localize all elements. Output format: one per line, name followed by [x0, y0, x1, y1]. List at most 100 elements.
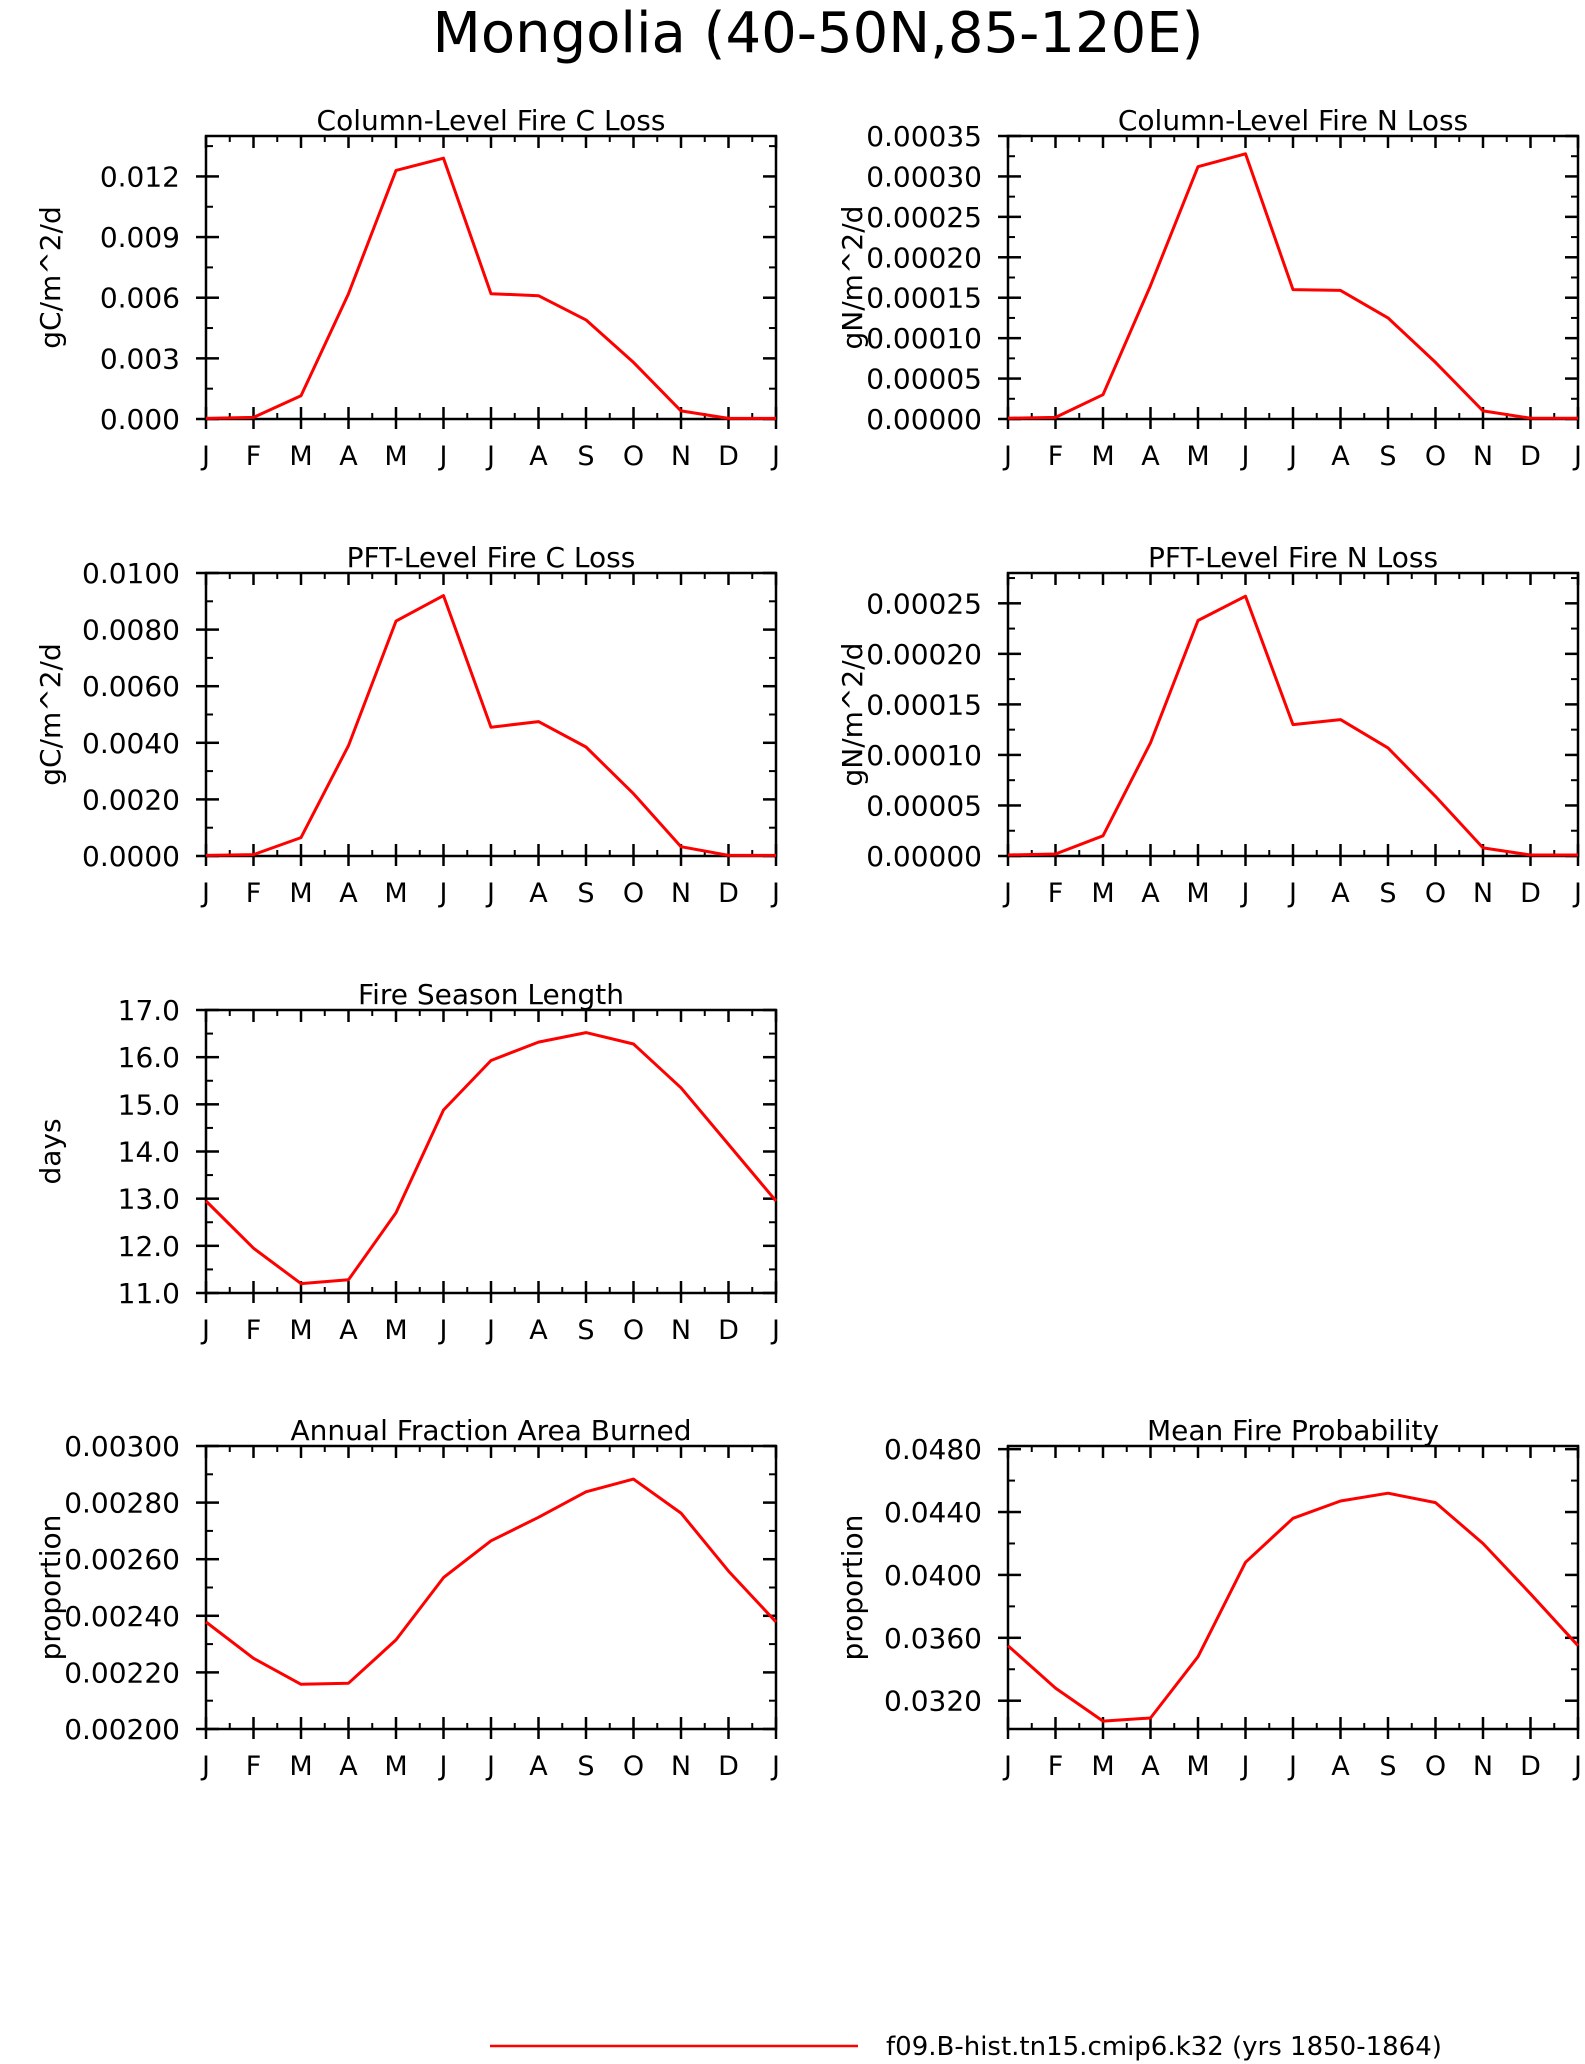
y-tick-label: 0.00220 [64, 1656, 180, 1689]
x-tick-label: D [718, 1751, 739, 1782]
x-tick-label: M [1091, 441, 1114, 472]
x-tick-label: A [1331, 441, 1350, 472]
x-tick-label: J [1572, 878, 1582, 909]
x-tick-label: F [246, 441, 262, 472]
x-tick-label: J [200, 878, 210, 909]
plot-frame [1006, 571, 1580, 858]
x-tick-label: M [384, 441, 407, 472]
x-tick-label: O [623, 1315, 644, 1346]
x-tick-label: J [485, 1315, 495, 1346]
x-tick-label: O [1425, 1751, 1446, 1782]
x-tick-label: J [485, 441, 495, 472]
x-tick-label: F [246, 1751, 262, 1782]
y-tick-label: 0.0400 [884, 1559, 982, 1592]
y-tick-label: 0.0480 [884, 1433, 982, 1466]
y-tick-label: 0.00020 [866, 241, 982, 274]
x-tick-label: M [289, 1315, 312, 1346]
y-tick-label: 0.0360 [884, 1622, 982, 1655]
x-tick-label: O [623, 441, 644, 472]
x-tick-label: F [246, 878, 262, 909]
y-tick-label: 11.0 [118, 1277, 180, 1310]
y-tick-label: 0.0020 [82, 783, 180, 816]
x-tick-label: J [1287, 1751, 1297, 1782]
x-tick-label: A [1331, 1751, 1350, 1782]
plot-frame [204, 1444, 778, 1731]
x-tick-label: M [1091, 878, 1114, 909]
x-tick-label: A [1141, 441, 1160, 472]
series-line [1007, 152, 1578, 420]
panel-title: PFT-Level Fire C Loss [347, 541, 636, 574]
x-tick-label: M [289, 441, 312, 472]
x-tick-label: N [671, 441, 691, 472]
y-tick-label: 0.0040 [82, 727, 180, 760]
x-tick-label: A [339, 441, 358, 472]
y-tick-label: 0.0440 [884, 1496, 982, 1529]
y-tick-label: 0.012 [100, 160, 180, 193]
x-tick-label: A [339, 878, 358, 909]
x-tick-label: S [1379, 878, 1396, 909]
y-tick-label: 0.00005 [866, 363, 982, 396]
series-line [1007, 594, 1578, 857]
x-tick-label: N [1473, 878, 1493, 909]
x-tick-label: J [770, 878, 780, 909]
plot-frame [204, 571, 778, 858]
x-tick-label: J [200, 441, 210, 472]
x-tick-label: J [1287, 878, 1297, 909]
y-tick-label: 0.00015 [866, 688, 982, 721]
x-tick-label: M [384, 878, 407, 909]
x-tick-label: D [1520, 1751, 1541, 1782]
x-tick-label: F [246, 1315, 262, 1346]
y-tick-label: 0.009 [100, 221, 180, 254]
plot-frame [204, 134, 778, 421]
y-tick-label: 0.00200 [64, 1713, 180, 1746]
x-tick-label: J [200, 1315, 210, 1346]
series-line [205, 1477, 778, 1686]
x-tick-label: A [1141, 878, 1160, 909]
x-tick-label: O [1425, 878, 1446, 909]
x-tick-label: J [1572, 1751, 1582, 1782]
y-tick-label: 0.00010 [866, 322, 982, 355]
y-tick-label: 13.0 [118, 1183, 180, 1216]
x-tick-label: J [770, 1751, 780, 1782]
y-axis-label: days [34, 1118, 67, 1184]
y-tick-label: 16.0 [118, 1041, 180, 1074]
y-tick-label: 0.00280 [64, 1487, 180, 1520]
x-tick-label: J [1240, 1751, 1250, 1782]
y-tick-label: 0.000 [100, 403, 180, 436]
y-axis-label: proportion [34, 1515, 67, 1661]
x-tick-label: M [1186, 441, 1209, 472]
x-tick-label: N [671, 1751, 691, 1782]
y-tick-label: 0.00025 [866, 587, 982, 620]
y-tick-label: 0.00300 [64, 1430, 180, 1463]
x-tick-label: J [438, 441, 448, 472]
y-tick-label: 14.0 [118, 1136, 180, 1169]
x-tick-label: M [384, 1315, 407, 1346]
x-tick-label: J [438, 1315, 448, 1346]
x-tick-label: N [671, 878, 691, 909]
panel-title: Mean Fire Probability [1147, 1414, 1439, 1447]
y-tick-label: 0.00035 [866, 120, 982, 153]
x-tick-label: J [1002, 441, 1012, 472]
x-tick-label: N [1473, 441, 1493, 472]
y-tick-label: 0.0080 [82, 614, 180, 647]
x-tick-label: D [1520, 878, 1541, 909]
series-line [205, 156, 776, 420]
x-tick-label: M [1186, 1751, 1209, 1782]
x-tick-label: S [1379, 1751, 1396, 1782]
figure-title: Mongolia (40-50N,85-120E) [433, 1, 1204, 66]
plot-frame [1006, 1444, 1580, 1731]
y-tick-label: 0.0060 [82, 670, 180, 703]
panel-title: Fire Season Length [358, 978, 624, 1011]
y-tick-label: 0.00030 [866, 160, 982, 193]
y-axis-label: gN/m^2/d [836, 643, 869, 787]
series-line [204, 1031, 778, 1286]
x-tick-label: M [1186, 878, 1209, 909]
series-line [205, 594, 776, 857]
y-tick-label: 0.00010 [866, 739, 982, 772]
x-tick-label: S [1379, 441, 1396, 472]
x-tick-label: N [671, 1315, 691, 1346]
